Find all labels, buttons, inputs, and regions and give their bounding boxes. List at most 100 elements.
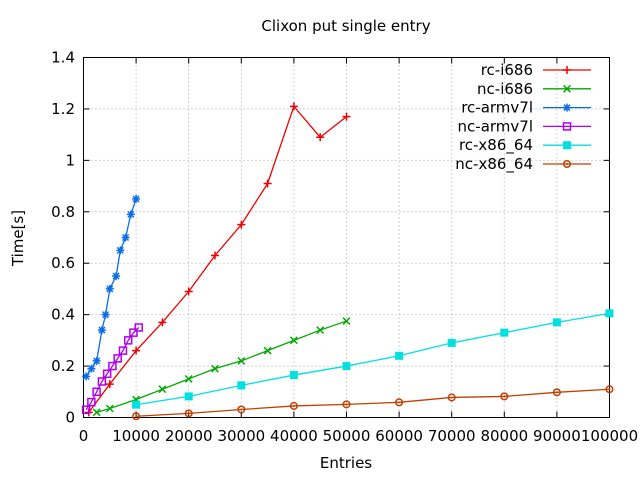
- marker-open-circle: [237, 405, 246, 414]
- marker-plus: [184, 287, 193, 296]
- marker-asterisk: [116, 246, 124, 254]
- marker-open-square: [113, 354, 122, 363]
- marker-center-dot: [450, 396, 453, 399]
- marker-open-circle: [342, 400, 351, 409]
- series-rc-armv7l: [82, 194, 141, 381]
- marker-center-dot: [566, 163, 568, 165]
- marker-open-circle: [562, 159, 572, 169]
- marker-plus: [132, 346, 141, 355]
- series-nc-x86_64: [132, 385, 614, 421]
- y-tick-label: 0.8: [51, 203, 75, 221]
- y-tick-label: 0.6: [51, 254, 75, 272]
- marker-asterisk: [102, 311, 110, 319]
- legend-entry-nc-x86_64: nc-x86_64: [455, 155, 591, 174]
- marker-plus: [237, 220, 246, 229]
- marker-asterisk: [112, 272, 120, 280]
- marker-filled-square: [184, 392, 193, 401]
- marker-center-dot: [608, 388, 611, 391]
- marker-plus: [263, 179, 272, 188]
- marker-cross: [263, 346, 272, 355]
- y-tick-label: 1.4: [51, 49, 75, 67]
- marker-asterisk: [122, 233, 130, 242]
- legend-entry-nc-armv7l: nc-armv7l: [458, 117, 591, 135]
- marker-asterisk: [127, 210, 135, 218]
- marker-asterisk: [132, 195, 140, 203]
- marker-open-square: [92, 387, 101, 397]
- marker-plus: [563, 66, 571, 74]
- legend: rc-i686nc-i686rc-armv7lnc-armv7lrc-x86_6…: [455, 61, 591, 174]
- marker-asterisk: [106, 285, 114, 293]
- marker-cross: [92, 408, 101, 417]
- grid-lines: [83, 57, 610, 418]
- legend-label: rc-armv7l: [461, 99, 533, 117]
- marker-asterisk: [563, 104, 571, 112]
- x-tick-label: 50000: [323, 427, 371, 445]
- x-tick-label: 10000: [112, 427, 160, 445]
- marker-plus: [289, 102, 298, 111]
- marker-open-square: [81, 405, 91, 415]
- marker-cross: [211, 364, 219, 373]
- marker-center-dot: [503, 395, 506, 398]
- marker-asterisk: [98, 326, 106, 334]
- x-tick-label: 60000: [375, 427, 423, 445]
- marker-open-square: [97, 377, 107, 386]
- legend-entry-rc-x86_64: rc-x86_64: [459, 136, 591, 155]
- legend-label: rc-x86_64: [459, 136, 533, 155]
- marker-open-circle: [500, 392, 509, 401]
- marker-open-square: [129, 328, 138, 337]
- marker-open-circle: [552, 388, 561, 397]
- marker-cross: [158, 385, 167, 394]
- marker-cross: [237, 356, 246, 365]
- marker-open-square: [118, 346, 128, 355]
- x-tick-label: 30000: [217, 427, 265, 445]
- x-tick-label: 70000: [428, 427, 476, 445]
- marker-cross: [316, 326, 325, 335]
- series-line-rc-x86_64: [135, 312, 610, 406]
- series-nc-armv7l: [81, 323, 143, 415]
- marker-asterisk: [93, 357, 101, 365]
- legend-entry-nc-i686: nc-i686: [477, 80, 591, 98]
- marker-open-circle: [605, 385, 614, 394]
- marker-filled-square: [342, 362, 351, 371]
- marker-cross: [105, 404, 114, 413]
- x-tick-label: 80000: [480, 427, 528, 445]
- marker-plus: [342, 112, 351, 121]
- chart-title: Clixon put single entry: [261, 17, 431, 35]
- series-rc-x86_64: [132, 309, 614, 409]
- x-axis-label: Entries: [319, 454, 373, 472]
- marker-center-dot: [555, 391, 558, 394]
- marker-filled-square: [605, 309, 614, 318]
- marker-asterisk: [82, 372, 90, 380]
- y-tick-label: 1.2: [51, 100, 75, 118]
- marker-open-square: [102, 369, 112, 379]
- marker-cross: [563, 84, 571, 93]
- legend-entry-rc-i686: rc-i686: [481, 61, 591, 79]
- marker-filled-square: [395, 351, 404, 360]
- x-tick-label: 40000: [270, 427, 318, 445]
- y-tick-label: 1: [65, 151, 75, 169]
- marker-cross: [289, 336, 298, 345]
- marker-plus: [158, 318, 167, 327]
- marker-open-circle: [132, 412, 141, 421]
- y-tick-label: 0.2: [51, 357, 75, 375]
- marker-open-square: [123, 336, 133, 345]
- marker-filled-square: [500, 328, 509, 337]
- marker-center-dot: [187, 412, 190, 415]
- x-tick-label: 0: [79, 427, 89, 445]
- axis-ticks: 0 10000 20000 30000 40000 50000 60000 70000 8000…: [51, 49, 638, 446]
- marker-open-circle: [289, 401, 298, 410]
- marker-filled-square: [132, 400, 141, 409]
- legend-label: nc-armv7l: [458, 117, 533, 135]
- marker-plus: [316, 133, 325, 142]
- marker-open-square: [108, 361, 117, 371]
- legend-entry-rc-armv7l: rc-armv7l: [461, 99, 591, 117]
- marker-center-dot: [135, 415, 138, 418]
- series-line-nc-x86_64: [136, 388, 610, 417]
- marker-cross: [342, 317, 351, 326]
- marker-center-dot: [398, 401, 401, 404]
- x-tick-label: 90000: [533, 427, 581, 445]
- series-nc-i686: [92, 317, 351, 417]
- y-tick-label: 0: [65, 409, 75, 427]
- marker-center-dot: [240, 408, 243, 411]
